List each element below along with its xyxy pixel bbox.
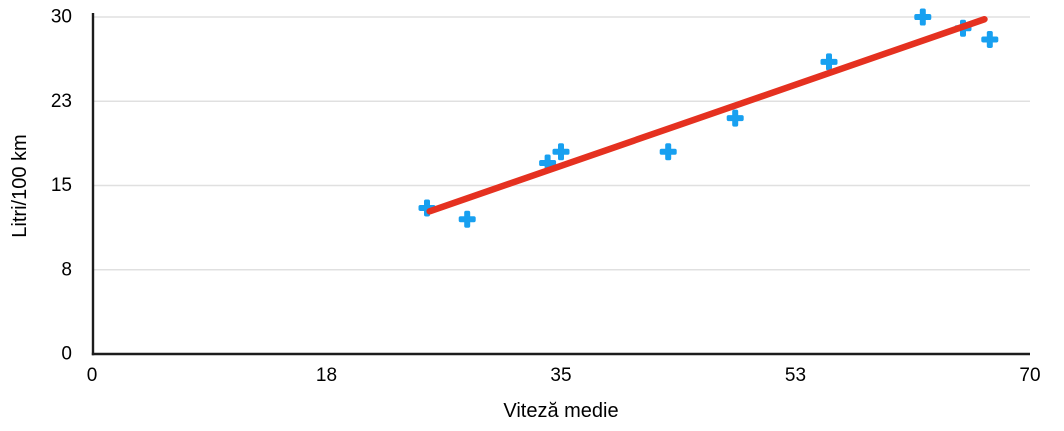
- y-tick-label: 15: [51, 175, 72, 196]
- tick-label-layer: 0 8 15 23 30 0 18 35 53 70: [51, 7, 1041, 387]
- axis-layer: [91, 13, 1030, 356]
- y-tick-label: 0: [61, 344, 72, 365]
- plus-marker-vbar: [919, 8, 926, 26]
- y-tick-label: 23: [51, 91, 72, 112]
- plus-marker-vbar: [558, 143, 564, 161]
- y-tick-label: 30: [51, 7, 72, 28]
- data-point: [820, 53, 838, 71]
- y-axis-title: Litri/100 km: [9, 134, 31, 237]
- plus-marker-vbar: [464, 210, 471, 228]
- x-tick-label: 70: [1019, 365, 1040, 386]
- x-axis-title: Viteză medie: [503, 400, 618, 422]
- trendline: [426, 15, 988, 215]
- x-tick-label: 35: [550, 365, 571, 386]
- plus-marker-vbar: [665, 143, 672, 161]
- plus-marker-vbar: [986, 30, 993, 48]
- x-tick-label: 0: [87, 365, 98, 386]
- data-point: [458, 210, 476, 228]
- point-layer: [418, 8, 999, 228]
- data-point: [726, 109, 744, 127]
- y-tick-label: 8: [61, 259, 72, 280]
- gridline-layer: [93, 16, 1030, 271]
- x-tick-label: 53: [785, 365, 806, 386]
- plus-marker-vbar: [732, 109, 739, 127]
- x-tick-label: 18: [316, 365, 337, 386]
- data-point: [552, 143, 570, 161]
- data-point: [914, 8, 932, 26]
- data-point: [659, 143, 677, 161]
- plus-marker-vbar: [826, 53, 832, 71]
- data-point: [981, 30, 999, 48]
- trendline-layer: [426, 15, 988, 215]
